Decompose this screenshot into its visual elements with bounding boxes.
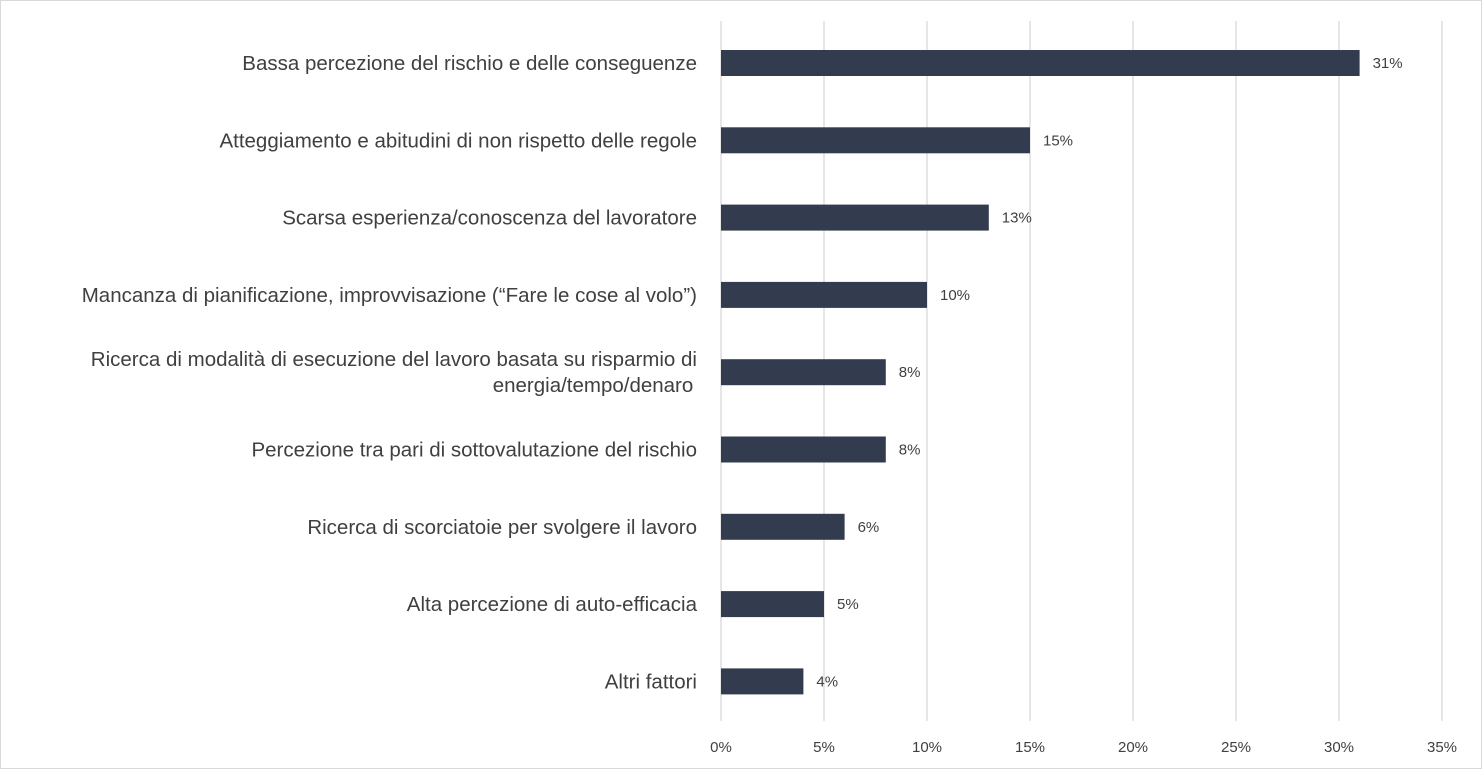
category-label: Scarsa esperienza/conoscenza del lavorat… (282, 207, 697, 230)
category-label: Atteggiamento e abitudini di non rispett… (219, 129, 697, 152)
category-label: Bassa percezione del rischio e delle con… (242, 52, 697, 75)
data-label: 31% (1373, 55, 1403, 72)
category-label-line: Percezione tra pari di sottovalutazione … (251, 439, 697, 462)
category-label: Alta percezione di auto-efficacia (407, 593, 698, 616)
x-tick-label: 35% (1427, 739, 1457, 756)
x-tick-label: 5% (813, 739, 835, 756)
category-label-line: Scarsa esperienza/conoscenza del lavorat… (282, 207, 697, 230)
data-label: 13% (1002, 210, 1032, 227)
bar (721, 127, 1030, 154)
bar (721, 50, 1360, 76)
category-labels: Bassa percezione del rischio e delle con… (82, 52, 698, 693)
category-label-line: Atteggiamento e abitudini di non rispett… (219, 129, 697, 152)
x-tick-label: 30% (1324, 739, 1354, 756)
bar (721, 668, 804, 695)
x-tick-label: 20% (1118, 739, 1148, 756)
category-label-line: Ricerca di scorciatoie per svolgere il l… (307, 516, 697, 539)
bar (721, 281, 927, 308)
data-label: 4% (816, 673, 838, 690)
bar (721, 436, 886, 463)
data-label: 8% (899, 364, 921, 381)
category-label: Altri fattori (605, 670, 697, 693)
category-label-line: Ricerca di modalità di esecuzione del la… (91, 348, 697, 371)
x-axis-tick-labels: 0% 5% 10% 15% 20% 25% 30% 35% (710, 739, 1457, 756)
category-label: Ricerca di modalità di esecuzione del la… (91, 348, 697, 397)
data-labels: 31% 15% 13% 10% 8% 8% 6% 5% 4% (816, 55, 1402, 690)
data-label: 10% (940, 287, 970, 304)
category-label-line: energia/tempo/denaro (493, 374, 694, 397)
category-label: Percezione tra pari di sottovalutazione … (251, 439, 697, 462)
category-label-line: Bassa percezione del rischio e delle con… (242, 52, 697, 75)
x-tick-label: 25% (1221, 739, 1251, 756)
data-label: 5% (837, 596, 859, 613)
bar (721, 204, 989, 231)
bars (721, 50, 1360, 695)
bar (721, 591, 824, 618)
category-label: Mancanza di pianificazione, improvvisazi… (82, 284, 697, 307)
bar (721, 359, 886, 386)
data-label: 8% (899, 442, 921, 459)
x-tick-label: 10% (912, 739, 942, 756)
data-label: 6% (858, 519, 880, 536)
category-label-line: Altri fattori (605, 670, 697, 693)
category-label-line: Mancanza di pianificazione, improvvisazi… (82, 284, 697, 307)
bar (721, 513, 845, 540)
category-label-line: Alta percezione di auto-efficacia (407, 593, 698, 616)
category-label: Ricerca di scorciatoie per svolgere il l… (307, 516, 697, 539)
x-tick-label: 15% (1015, 739, 1045, 756)
data-label: 15% (1043, 132, 1073, 149)
x-tick-label: 0% (710, 739, 732, 756)
